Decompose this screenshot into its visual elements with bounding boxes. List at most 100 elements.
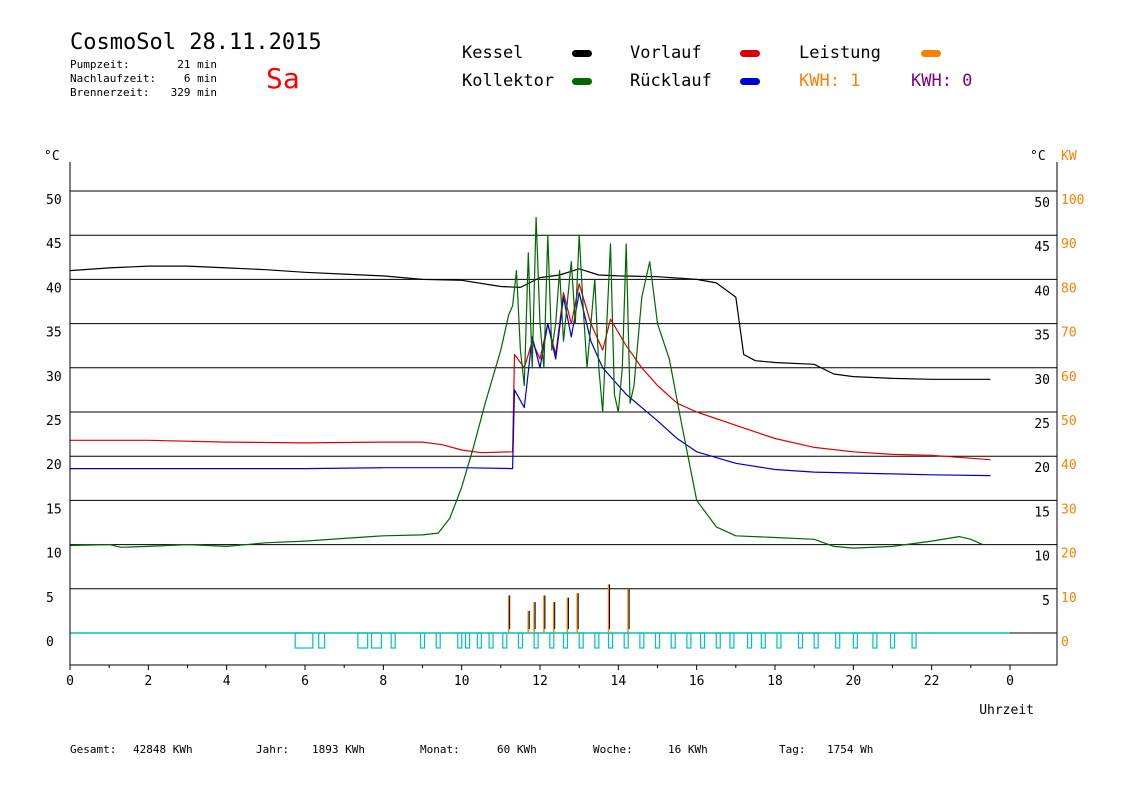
pump-interval bbox=[419, 632, 426, 649]
pump-interval bbox=[670, 632, 676, 649]
stat-brennerzeit-label: Brennerzeit: bbox=[70, 86, 150, 99]
y-tick-label-left: 30 bbox=[46, 370, 62, 385]
y-tick-label-power: 100 bbox=[1061, 193, 1084, 208]
y-tick-label-power: 30 bbox=[1061, 502, 1077, 517]
pump-interval bbox=[715, 632, 721, 649]
pump-interval bbox=[533, 632, 539, 649]
pump-interval bbox=[911, 632, 917, 649]
y-tick-label-power: 10 bbox=[1061, 591, 1077, 606]
pump-interval bbox=[729, 632, 735, 649]
pump-interval bbox=[852, 632, 858, 649]
legend-leistung-swatch bbox=[921, 50, 941, 57]
pump-interval bbox=[872, 632, 878, 649]
pump-interval bbox=[699, 632, 706, 649]
footer-woche-value: 16 KWh bbox=[668, 743, 708, 756]
y-tick-label-left: 40 bbox=[46, 281, 62, 296]
pump-interval bbox=[476, 632, 482, 649]
x-axis-title: Uhrzeit bbox=[979, 703, 1034, 718]
y-tick-label-right: 45 bbox=[1034, 240, 1050, 255]
pump-interval bbox=[594, 632, 600, 649]
legend-kollektor-label: Kollektor bbox=[462, 71, 555, 91]
x-tick-label: 20 bbox=[846, 674, 862, 689]
pump-interval bbox=[488, 632, 494, 649]
pump-interval bbox=[776, 632, 782, 649]
chart-grid bbox=[70, 190, 1057, 634]
x-tick-label: 4 bbox=[223, 674, 231, 689]
pump-interval bbox=[746, 632, 753, 649]
legend-vorlauf-swatch bbox=[740, 50, 760, 57]
x-tick-label: 8 bbox=[379, 674, 387, 689]
footer-gesamt-value: 42848 KWh bbox=[133, 743, 193, 756]
x-tick-label: 6 bbox=[301, 674, 309, 689]
pump-indicators bbox=[70, 632, 1010, 649]
pump-interval bbox=[517, 632, 524, 649]
y-tick-label-left: 50 bbox=[46, 193, 62, 208]
legend-ruecklauf-swatch bbox=[740, 78, 760, 85]
y-tick-label-right: 30 bbox=[1034, 373, 1050, 388]
x-tick-label: 14 bbox=[611, 674, 627, 689]
y-tick-label-power: 60 bbox=[1061, 370, 1077, 385]
y-tick-label-left: 20 bbox=[46, 458, 62, 473]
y-tick-label-power: 0 bbox=[1061, 635, 1069, 650]
y-tick-label-right: 40 bbox=[1034, 284, 1050, 299]
series-line-kollektor bbox=[69, 216, 983, 549]
chart-axes bbox=[69, 162, 1058, 670]
pump-interval bbox=[294, 632, 314, 649]
pump-interval bbox=[435, 632, 441, 649]
footer-jahr-label: Jahr: bbox=[256, 743, 290, 756]
pump-interval bbox=[835, 632, 841, 649]
pump-interval bbox=[813, 632, 819, 649]
y-axis-unit-left: °C bbox=[44, 149, 60, 164]
y-axis-unit-right: °C bbox=[1030, 149, 1046, 164]
y-tick-label-power: 80 bbox=[1061, 281, 1077, 296]
pump-interval bbox=[607, 632, 614, 649]
y-tick-label-right: 10 bbox=[1034, 550, 1050, 565]
legend-kwh1: KWH: 1 bbox=[799, 71, 861, 91]
y-tick-label-left: 10 bbox=[46, 547, 62, 562]
footer-tag-label: Tag: bbox=[779, 743, 806, 756]
y-tick-label-right: 15 bbox=[1034, 505, 1050, 520]
pump-interval bbox=[889, 632, 896, 649]
footer-jahr-value: 1893 KWh bbox=[312, 743, 365, 756]
y-tick-label-power: 70 bbox=[1061, 326, 1077, 341]
pump-interval bbox=[390, 632, 396, 649]
pump-interval bbox=[502, 632, 508, 649]
pump-interval bbox=[760, 632, 766, 649]
series-line-kessel bbox=[69, 265, 991, 380]
y-tick-label-power: 90 bbox=[1061, 237, 1077, 252]
legend-kwh2: KWH: 0 bbox=[911, 71, 973, 91]
pump-interval bbox=[654, 632, 661, 649]
x-tick-label: 10 bbox=[454, 674, 470, 689]
pump-interval bbox=[686, 632, 692, 649]
legend-leistung-label: Leistung bbox=[799, 43, 881, 63]
pump-interval bbox=[357, 632, 369, 649]
legend-vorlauf-label: Vorlauf bbox=[630, 43, 702, 63]
y-tick-label-power: 20 bbox=[1061, 547, 1077, 562]
pump-interval bbox=[562, 632, 569, 649]
y-tick-label-left: 0 bbox=[46, 635, 54, 650]
pump-interval bbox=[464, 632, 471, 649]
y-tick-label-left: 5 bbox=[46, 591, 54, 606]
y-tick-label-right: 5 bbox=[1042, 594, 1050, 609]
weekday-label: Sa bbox=[266, 62, 300, 95]
legend-kessel-swatch bbox=[572, 50, 592, 57]
y-axis-unit-power: KW bbox=[1061, 149, 1077, 164]
power-peaks bbox=[507, 584, 630, 633]
footer-monat-value: 60 KWh bbox=[497, 743, 537, 756]
stat-nachlaufzeit-value: 6 min bbox=[183, 72, 217, 85]
series-line-vorlauf bbox=[70, 283, 991, 461]
y-tick-label-power: 40 bbox=[1061, 458, 1077, 473]
chart-series bbox=[69, 216, 991, 549]
footer-monat-label: Monat: bbox=[420, 743, 460, 756]
y-tick-label-left: 35 bbox=[46, 326, 62, 341]
x-tick-label: 12 bbox=[532, 674, 548, 689]
series-line-ruecklauf bbox=[70, 292, 991, 477]
x-tick-label: 18 bbox=[767, 674, 783, 689]
y-tick-label-right: 20 bbox=[1034, 461, 1050, 476]
stat-brennerzeit-value: 329 min bbox=[170, 86, 217, 99]
footer-tag-value: 1754 Wh bbox=[827, 743, 874, 756]
stat-pumpzeit-value: 21 min bbox=[177, 58, 217, 71]
y-tick-label-right: 25 bbox=[1034, 417, 1050, 432]
pump-interval bbox=[639, 632, 645, 649]
